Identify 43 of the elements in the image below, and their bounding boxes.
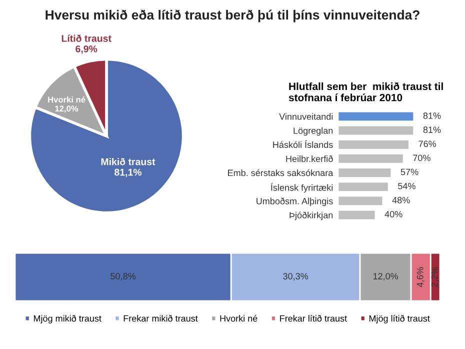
legend-label: Hvorki né [220,314,258,322]
bar [338,195,384,207]
slice-label: Mikið traust [101,158,156,166]
y-tick-label: Íslensk fyrirtæki [271,182,333,193]
data-label: 4,6% [416,267,424,288]
chart-title: Hlutfall sem ber mikið traust til stofnana í febrúar 2010 [288,82,443,102]
slice-label: Hvorki né [48,96,86,103]
data-label: 30,3% [283,273,308,280]
data-label: 12,0% [373,273,398,280]
bar [338,124,415,136]
bar [338,110,415,122]
y-tick-label: Háskóli Íslands [273,140,333,148]
data-label: 54% [398,182,416,190]
legend-label: Mjög mikið traust [34,314,102,324]
bar [338,181,390,192]
data-label: 81% [423,112,441,119]
bar [338,153,404,164]
legend-label: Frekar lítið traust [280,314,347,322]
data-label: 12,0% [55,106,78,113]
data-label: 57% [400,168,418,176]
data-label: 48% [392,196,410,204]
y-tick-label: Lögreglan [294,127,333,136]
y-tick-label: Vinnuveitandi [279,113,333,120]
bar [338,209,376,221]
y-tick-label: Heilbr.kerfið [286,155,333,162]
legend-label: Mjög lítið traust [369,314,430,324]
data-label: 70% [413,154,430,162]
data-label: 81% [423,126,441,133]
bar [338,138,410,150]
y-tick-label: Emb. sérstaks saksóknara [228,169,334,176]
text: Hversu mikið eða lítið traust berð þú til þíns vinnuveitenda? [46,10,420,22]
y-tick-label: Þjóðkirkjan [290,212,333,220]
legend-label: Frekar mikið traust [124,314,198,322]
pie-slice [28,58,185,214]
bar [338,167,392,178]
slice-label: Lítið traust [62,34,112,42]
data-label: 81,1% [114,168,142,178]
data-label: 2,2% [431,267,439,287]
y-tick-label: Umboðsm. Alþingis [256,198,333,206]
data-label: 40% [384,210,402,218]
data-label: 76% [418,140,436,148]
data-label: 6,9% [76,45,98,54]
data-label: 50,8% [110,273,136,280]
